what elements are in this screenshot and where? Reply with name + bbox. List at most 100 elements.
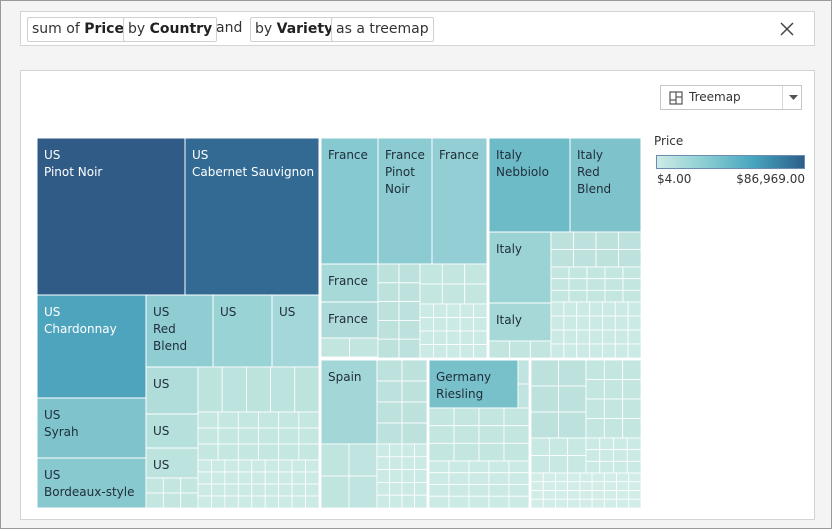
treemap-small-cell[interactable] (603, 472, 617, 483)
country-pill[interactable]: by Country (123, 17, 218, 42)
treemap-small-cell[interactable] (251, 471, 266, 485)
treemap-small-cell[interactable] (567, 472, 581, 483)
treemap-small-cell[interactable] (616, 490, 630, 500)
treemap-small-cell[interactable] (576, 315, 590, 331)
treemap-cell-italy-red-blend[interactable] (569, 138, 642, 233)
close-icon[interactable] (778, 20, 796, 38)
treemap-small-cell[interactable] (503, 407, 530, 427)
treemap-small-cell[interactable] (398, 263, 421, 284)
treemap-small-cell[interactable] (603, 481, 617, 491)
treemap-small-cell[interactable] (305, 471, 320, 485)
treemap-cell-us[interactable] (145, 366, 199, 415)
treemap-small-cell[interactable] (599, 460, 614, 474)
treemap-small-cell[interactable] (508, 484, 530, 497)
treemap-small-cell[interactable] (432, 303, 448, 318)
treemap-small-cell[interactable] (278, 495, 293, 509)
treemap-small-cell[interactable] (401, 443, 415, 458)
treemap-small-cell[interactable] (398, 282, 421, 303)
query-bar[interactable]: sum of Price by Country and by Variety a… (20, 11, 815, 46)
treemap-small-cell[interactable] (567, 481, 581, 491)
treemap-small-cell[interactable] (628, 472, 642, 483)
treemap-small-cell[interactable] (603, 418, 624, 439)
treemap-small-cell[interactable] (591, 498, 605, 509)
treemap-small-cell[interactable] (604, 266, 624, 280)
treemap-small-cell[interactable] (529, 340, 552, 359)
treemap-small-cell[interactable] (258, 443, 280, 461)
treemap-small-cell[interactable] (595, 231, 619, 250)
treemap-small-cell[interactable] (291, 471, 306, 485)
treemap-small-cell[interactable] (622, 359, 642, 380)
treemap-small-cell[interactable] (376, 494, 390, 509)
treemap-small-cell[interactable] (488, 472, 510, 485)
treemap-small-cell[interactable] (237, 459, 253, 473)
treemap-small-cell[interactable] (586, 266, 606, 280)
treemap-small-cell[interactable] (508, 495, 530, 509)
treemap-small-cell[interactable] (401, 380, 428, 403)
treemap-small-cell[interactable] (589, 329, 603, 345)
treemap-small-cell[interactable] (626, 449, 642, 462)
treemap-small-cell[interactable] (180, 492, 199, 509)
treemap-small-cell[interactable] (573, 231, 597, 250)
treemap-small-cell[interactable] (591, 481, 605, 491)
treemap-small-cell[interactable] (389, 481, 403, 496)
treemap-small-cell[interactable] (298, 443, 320, 461)
treemap-small-cell[interactable] (432, 344, 448, 359)
treemap-small-cell[interactable] (217, 427, 239, 445)
treemap-small-cell[interactable] (224, 483, 239, 497)
treemap-cell-us[interactable] (145, 447, 199, 479)
treemap-small-cell[interactable] (585, 418, 605, 439)
treemap-small-cell[interactable] (550, 301, 565, 317)
treemap-small-cell[interactable] (568, 278, 588, 291)
treemap-small-cell[interactable] (180, 477, 199, 494)
treemap-small-cell[interactable] (550, 289, 570, 303)
treemap-cell-us-bordeaux-style[interactable] (37, 457, 147, 509)
treemap-small-cell[interactable] (579, 481, 593, 491)
treemap-small-cell[interactable] (614, 343, 629, 359)
treemap-small-cell[interactable] (376, 359, 403, 382)
treemap-small-cell[interactable] (237, 495, 253, 509)
treemap-small-cell[interactable] (585, 437, 601, 451)
treemap-cell-germany-riesling[interactable] (428, 359, 519, 409)
treemap-cell-france[interactable] (320, 138, 379, 265)
treemap-small-cell[interactable] (237, 443, 259, 461)
treemap-small-cell[interactable] (585, 379, 605, 400)
treemap-small-cell[interactable] (197, 495, 212, 509)
treemap-small-cell[interactable] (585, 398, 605, 419)
treemap-small-cell[interactable] (517, 359, 530, 385)
treemap-small-cell[interactable] (251, 459, 266, 473)
treemap-small-cell[interactable] (555, 490, 569, 500)
treemap-small-cell[interactable] (558, 411, 587, 439)
treemap-small-cell[interactable] (626, 437, 642, 451)
treemap-small-cell[interactable] (291, 483, 306, 497)
treemap-small-cell[interactable] (555, 498, 569, 509)
treemap-small-cell[interactable] (221, 366, 247, 413)
treemap-small-cell[interactable] (448, 484, 470, 497)
treemap-small-cell[interactable] (542, 490, 556, 500)
treemap-small-cell[interactable] (264, 459, 280, 473)
treemap-small-cell[interactable] (428, 484, 450, 497)
treemap-small-cell[interactable] (401, 481, 415, 496)
treemap-small-cell[interactable] (278, 459, 293, 473)
treemap-small-cell[interactable] (428, 460, 450, 474)
treemap-small-cell[interactable] (599, 449, 614, 462)
treemap-small-cell[interactable] (530, 437, 550, 456)
treemap-small-cell[interactable] (270, 366, 296, 413)
treemap-small-cell[interactable] (618, 231, 642, 250)
treemap-small-cell[interactable] (579, 498, 593, 509)
treemap-small-cell[interactable] (377, 263, 400, 284)
treemap-small-cell[interactable] (579, 490, 593, 500)
treemap-small-cell[interactable] (419, 330, 434, 345)
treemap-small-cell[interactable] (555, 472, 569, 483)
treemap-small-cell[interactable] (245, 366, 271, 413)
treemap-small-cell[interactable] (401, 401, 428, 424)
treemap-small-cell[interactable] (237, 427, 259, 445)
treemap-small-cell[interactable] (603, 359, 624, 380)
treemap-small-cell[interactable] (291, 495, 306, 509)
treemap-small-cell[interactable] (530, 490, 544, 500)
treemap-small-cell[interactable] (488, 484, 510, 497)
treemap-small-cell[interactable] (622, 289, 642, 303)
treemap-small-cell[interactable] (264, 483, 280, 497)
treemap-small-cell[interactable] (563, 329, 578, 345)
treemap-small-cell[interactable] (197, 483, 212, 497)
treemap-small-cell[interactable] (197, 443, 219, 461)
